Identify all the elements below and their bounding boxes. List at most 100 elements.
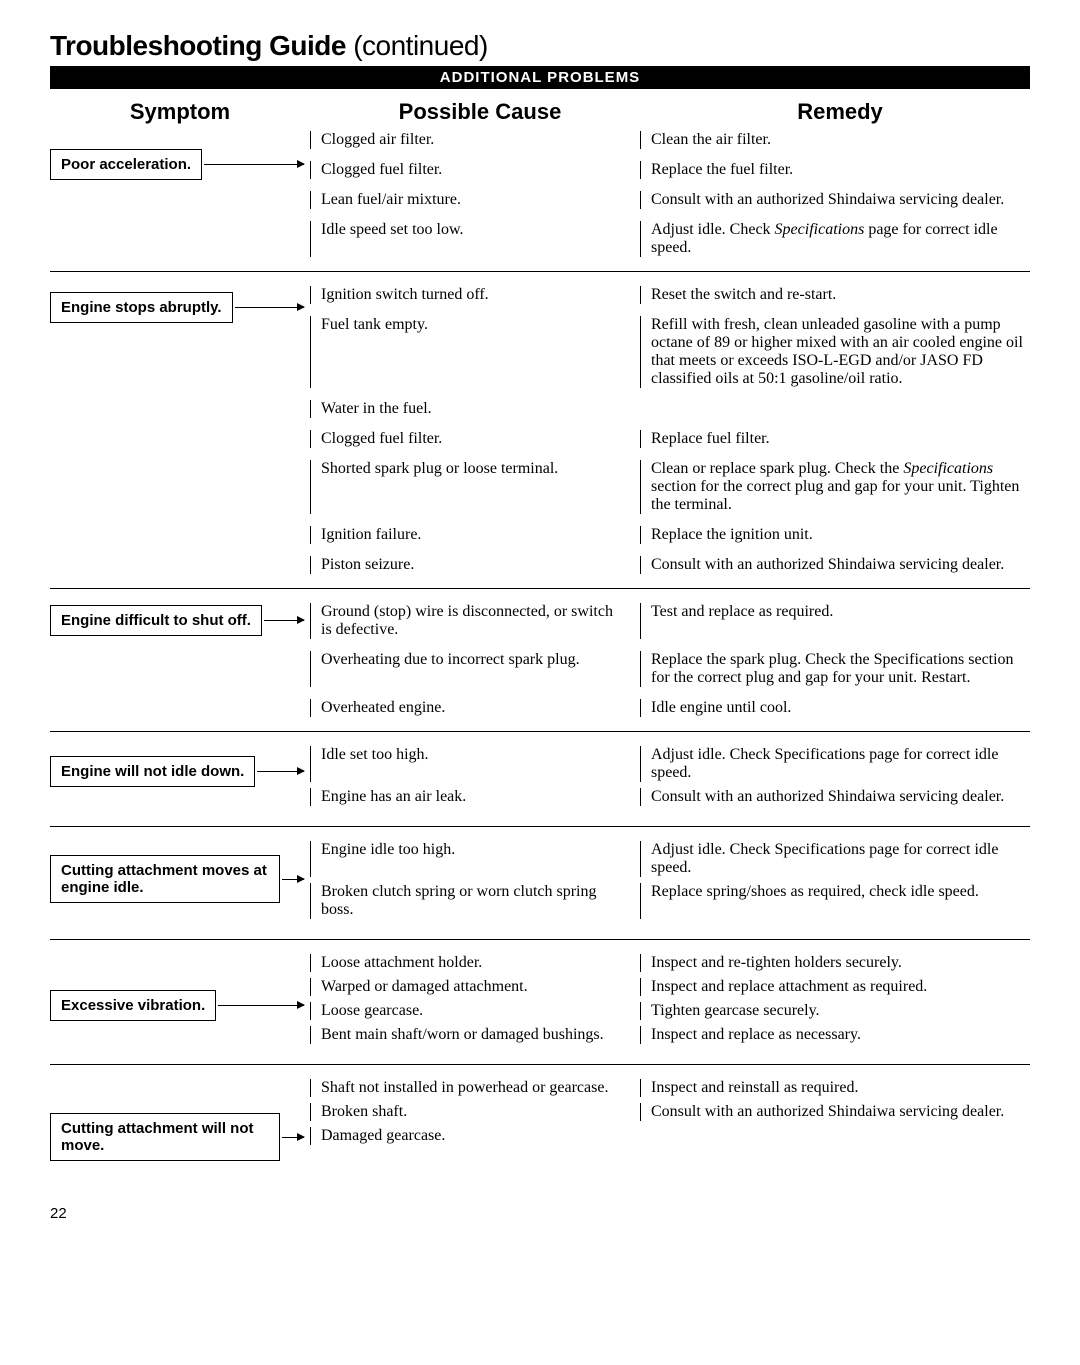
arrow-icon [257,771,304,772]
remedy-cell: Consult with an authorized Shindaiwa ser… [640,191,1030,209]
symptom-box: Engine stops abruptly. [50,292,233,323]
cause-cell: Piston seizure. [310,556,640,574]
table-row: Loose gearcase.Tighten gearcase securely… [310,1002,1030,1020]
arrow-icon [282,1137,304,1138]
arrow-icon [204,164,304,165]
table-row: Ignition switch turned off.Reset the swi… [310,286,1030,304]
cause-cell: Shaft not installed in powerhead or gear… [310,1079,640,1097]
section: Poor acceleration.Clogged air filter.Cle… [50,131,1030,272]
symptom-column: Cutting attachment moves at engine idle. [50,841,310,925]
rows-column: Idle set too high.Adjust idle. Check Spe… [310,746,1030,812]
arrow-icon [218,1005,304,1006]
section: Engine difficult to shut off. Ground (sto… [50,603,1030,732]
rows-column: Shaft not installed in powerhead or gear… [310,1079,1030,1161]
section: Engine stops abruptly. Ignition switch tu… [50,286,1030,589]
symptom-column: Engine difficult to shut off. [50,603,310,717]
table-row: Water in the fuel. [310,400,1030,418]
symptom-arrow-wrap: Engine stops abruptly. [50,292,310,323]
remedy-cell: Idle engine until cool. [640,699,1030,717]
column-headers: Symptom Possible Cause Remedy [50,99,1030,125]
section: Excessive vibration. Loose attachment hol… [50,954,1030,1065]
rows-column: Loose attachment holder.Inspect and re-t… [310,954,1030,1050]
remedy-cell: Replace spring/shoes as required, check … [640,883,1030,919]
symptom-column: Excessive vibration. [50,954,310,1050]
table-row: Bent main shaft/worn or damaged bushings… [310,1026,1030,1044]
cause-cell: Engine idle too high. [310,841,640,877]
rows-column: Clogged air filter.Clean the air filter.… [310,131,1030,257]
symptom-column: Poor acceleration. [50,131,310,257]
symptom-box: Excessive vibration. [50,990,216,1021]
section: Cutting attachment moves at engine idle.… [50,841,1030,940]
arrow-icon [235,307,304,308]
remedy-cell: Replace the ignition unit. [640,526,1030,544]
rows-column: Engine idle too high.Adjust idle. Check … [310,841,1030,925]
arrow-icon [264,620,304,621]
cause-cell: Broken clutch spring or worn clutch spri… [310,883,640,919]
remedy-cell: Adjust idle. Check Specifications page f… [640,746,1030,782]
table-row: Loose attachment holder.Inspect and re-t… [310,954,1030,972]
cause-cell: Loose gearcase. [310,1002,640,1020]
header-remedy: Remedy [650,99,1030,125]
symptom-arrow-wrap: Cutting attachment moves at engine idle. [50,855,310,903]
symptom-arrow-wrap: Engine will not idle down. [50,756,310,787]
symptom-box: Engine difficult to shut off. [50,605,262,636]
symptom-column: Cutting attachment will not move. [50,1079,310,1161]
table-row: Clogged fuel filter.Replace the fuel fil… [310,161,1030,179]
remedy-cell: Refill with fresh, clean unleaded gasoli… [640,316,1030,388]
cause-cell: Engine has an air leak. [310,788,640,806]
table-row: Ignition failure.Replace the ignition un… [310,526,1030,544]
cause-cell: Idle speed set too low. [310,221,640,257]
title-bold: Troubleshooting Guide [50,30,346,61]
symptom-arrow-wrap: Poor acceleration. [50,149,310,180]
cause-cell: Shorted spark plug or loose terminal. [310,460,640,514]
table-row: Piston seizure.Consult with an authorize… [310,556,1030,574]
remedy-cell: Replace fuel filter. [640,430,1030,448]
remedy-cell: Reset the switch and re-start. [640,286,1030,304]
symptom-box: Cutting attachment will not move. [50,1113,280,1161]
page-title: Troubleshooting Guide (continued) [50,30,1030,62]
cause-cell: Broken shaft. [310,1103,640,1121]
sections-container: Poor acceleration.Clogged air filter.Cle… [50,131,1030,1175]
cause-cell: Warped or damaged attachment. [310,978,640,996]
cause-cell: Overheated engine. [310,699,640,717]
table-row: Shorted spark plug or loose terminal.Cle… [310,460,1030,514]
rows-column: Ground (stop) wire is disconnected, or s… [310,603,1030,717]
symptom-arrow-wrap: Cutting attachment will not move. [50,1113,310,1161]
symptom-column: Engine stops abruptly. [50,286,310,574]
section: Engine will not idle down.Idle set too h… [50,746,1030,827]
remedy-cell: Inspect and re-tighten holders securely. [640,954,1030,972]
remedy-cell: Inspect and replace attachment as requir… [640,978,1030,996]
cause-cell: Idle set too high. [310,746,640,782]
remedy-cell: Replace the fuel filter. [640,161,1030,179]
remedy-cell: Inspect and reinstall as required. [640,1079,1030,1097]
symptom-arrow-wrap: Excessive vibration. [50,990,310,1021]
cause-cell: Bent main shaft/worn or damaged bushings… [310,1026,640,1044]
table-row: Engine has an air leak.Consult with an a… [310,788,1030,806]
cause-cell: Clogged fuel filter. [310,161,640,179]
header-symptom: Symptom [50,99,310,125]
table-row: Overheated engine.Idle engine until cool… [310,699,1030,717]
cause-cell: Overheating due to incorrect spark plug. [310,651,640,687]
table-row: Ground (stop) wire is disconnected, or s… [310,603,1030,639]
table-row: Fuel tank empty.Refill with fresh, clean… [310,316,1030,388]
section-bar: ADDITIONAL PROBLEMS [50,66,1030,89]
cause-cell: Damaged gearcase. [310,1127,640,1145]
table-row: Engine idle too high.Adjust idle. Check … [310,841,1030,877]
remedy-cell: Replace the spark plug. Check the Specif… [640,651,1030,687]
table-row: Clogged air filter.Clean the air filter. [310,131,1030,149]
table-row: Idle set too high.Adjust idle. Check Spe… [310,746,1030,782]
table-row: Damaged gearcase. [310,1127,1030,1145]
remedy-cell: Clean the air filter. [640,131,1030,149]
cause-cell: Ground (stop) wire is disconnected, or s… [310,603,640,639]
remedy-cell: Test and replace as required. [640,603,1030,639]
cause-cell: Water in the fuel. [310,400,640,418]
table-row: Warped or damaged attachment.Inspect and… [310,978,1030,996]
title-light: (continued) [346,30,488,61]
table-row: Overheating due to incorrect spark plug.… [310,651,1030,687]
cause-cell: Ignition failure. [310,526,640,544]
cause-cell: Clogged fuel filter. [310,430,640,448]
symptom-column: Engine will not idle down. [50,746,310,812]
cause-cell: Clogged air filter. [310,131,640,149]
remedy-cell: Consult with an authorized Shindaiwa ser… [640,1103,1030,1121]
symptom-box: Cutting attachment moves at engine idle. [50,855,280,903]
